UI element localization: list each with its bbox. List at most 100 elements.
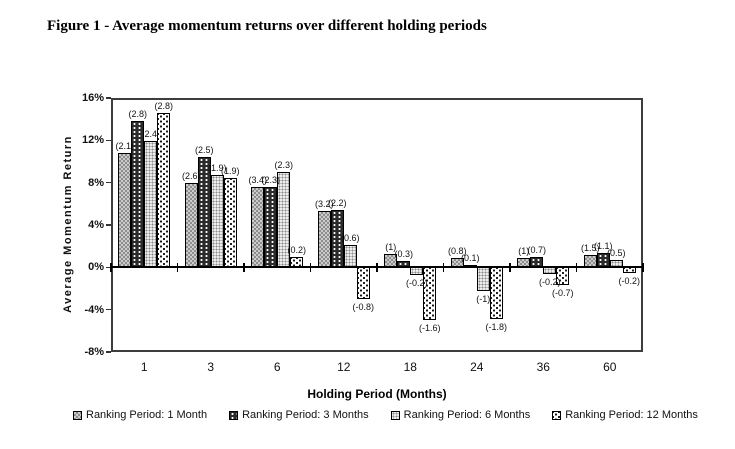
- bar-label: (3.4): [248, 174, 267, 185]
- y-axis-tick-label: 16%: [81, 92, 104, 104]
- bar-label: (-0.2): [538, 276, 561, 287]
- bar-label: (-0.2): [405, 277, 428, 288]
- category-label: 1: [140, 360, 148, 374]
- bar: [144, 141, 158, 268]
- legend-marker-icon: [229, 410, 239, 420]
- bar: [223, 178, 237, 268]
- legend-marker-icon: [73, 410, 82, 420]
- bar: [530, 256, 544, 268]
- bar-label: (2.8): [154, 100, 173, 111]
- category-axis-tick: [243, 262, 245, 272]
- bar: [489, 267, 503, 320]
- y-axis-tick-label: 12%: [81, 134, 104, 147]
- bar: [517, 257, 531, 268]
- y-axis-tick-label: 4%: [88, 219, 104, 231]
- category-label: 3: [207, 360, 215, 374]
- bar: [596, 252, 610, 268]
- bar: [476, 267, 490, 291]
- bar: [423, 267, 437, 321]
- bar: [157, 112, 171, 268]
- y-axis-tick-label: 0%: [88, 261, 104, 274]
- legend: Ranking Period: 1 Month Ranking Period: 3…: [73, 409, 698, 421]
- bar-label: (0.7): [527, 244, 546, 255]
- bar: [384, 253, 398, 268]
- y-axis-tick: [106, 351, 111, 353]
- bar-label: (-0.8): [352, 302, 374, 313]
- bar: [131, 121, 145, 268]
- bar-label: (0.6): [340, 233, 360, 244]
- bar: [450, 257, 464, 268]
- bar: [397, 260, 411, 268]
- category-label: 36: [536, 360, 550, 374]
- bar-label: (2.6): [181, 170, 201, 181]
- figure-title: Figure 1 - Average momentum returns over…: [47, 18, 487, 34]
- legend-item: Ranking Period: 1 Month: [73, 409, 207, 421]
- bar-label: (-1): [476, 293, 491, 304]
- category-label: 6: [273, 360, 281, 374]
- bar: [356, 267, 370, 300]
- category-label: 18: [403, 360, 417, 374]
- bar: [543, 267, 557, 274]
- y-axis-tick-label: -8%: [84, 346, 104, 358]
- category-axis-tick: [110, 262, 112, 272]
- bar-label: (-0.7): [551, 288, 574, 299]
- bar-label: (1): [518, 245, 530, 256]
- bar-label: (1.9): [207, 163, 227, 174]
- bar: [264, 186, 278, 268]
- bar-label: (2.5): [194, 145, 214, 156]
- bar: [609, 259, 623, 268]
- bar: [118, 153, 132, 268]
- bar-label: (1.9): [220, 166, 240, 177]
- category-axis-tick: [176, 262, 179, 272]
- bar-label: (0.2): [287, 244, 306, 255]
- bar-label: (-1.8): [485, 322, 507, 333]
- category-axis-tick: [376, 262, 378, 272]
- bar: [463, 265, 477, 268]
- bar-label: (1.5): [580, 242, 600, 253]
- y-axis-tick: [106, 224, 111, 226]
- legend-label: Ranking Period: 12 Months: [565, 409, 698, 421]
- bar: [290, 256, 304, 268]
- y-axis-tick: [106, 139, 111, 142]
- category-axis-tick: [575, 262, 578, 272]
- category-label: 60: [603, 360, 617, 374]
- bar-label: (0.8): [447, 245, 467, 256]
- bar: [410, 267, 424, 275]
- y-axis-tick-label: 8%: [88, 176, 104, 189]
- legend-label: Ranking Period: 6 Months: [403, 409, 531, 421]
- legend-item: Ranking Period: 6 Months: [390, 409, 531, 421]
- category-label: 24: [470, 360, 484, 374]
- bar: [330, 210, 344, 268]
- bar: [277, 172, 291, 268]
- y-axis-tick: [106, 97, 111, 99]
- bar-label: (2.1): [115, 141, 134, 152]
- bar: [210, 175, 224, 268]
- bar-label: 2.4: [144, 129, 157, 140]
- bar-label: (2.8): [128, 109, 147, 120]
- x-axis-title: Holding Period (Months): [307, 387, 447, 401]
- category-axis-tick: [509, 262, 511, 272]
- y-axis-tick: [106, 266, 111, 269]
- legend-marker-icon: [552, 410, 562, 420]
- bar: [622, 267, 636, 273]
- legend-label: Ranking Period: 3 Months: [242, 409, 369, 421]
- bar-label: (0.5): [606, 247, 626, 258]
- bar-label: (2.3): [261, 174, 280, 185]
- bar-label: (1): [385, 241, 397, 252]
- bar-label: (3.2): [314, 199, 334, 210]
- bar-label: (-0.2): [618, 275, 640, 286]
- category-label: 12: [337, 360, 351, 374]
- category-axis-tick: [309, 262, 312, 272]
- y-axis-tick: [106, 181, 111, 184]
- y-axis-tick: [106, 308, 111, 311]
- bar: [317, 211, 331, 268]
- bar: [583, 254, 597, 268]
- bar-label: (0.1): [460, 253, 480, 264]
- bar: [556, 267, 570, 286]
- category-axis-tick: [642, 262, 644, 272]
- legend-item: Ranking Period: 12 Months: [552, 409, 698, 421]
- bar-label: (1.1): [593, 240, 613, 251]
- bar-label: (2.3): [274, 160, 293, 171]
